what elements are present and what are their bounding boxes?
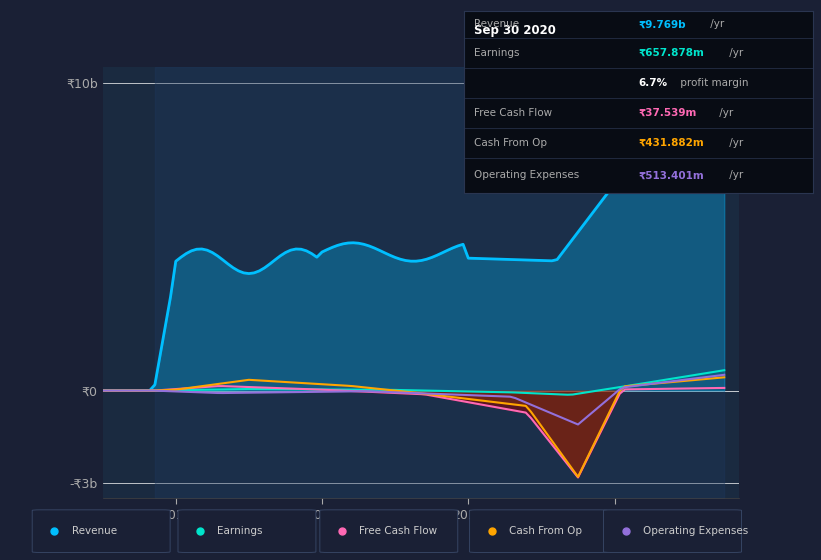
Text: /yr: /yr (727, 48, 744, 58)
Text: ₹657.878m: ₹657.878m (639, 48, 704, 58)
Text: ₹37.539m: ₹37.539m (639, 108, 697, 118)
FancyBboxPatch shape (320, 510, 458, 552)
Text: Earnings: Earnings (475, 48, 520, 58)
Text: 6.7%: 6.7% (639, 78, 667, 87)
Text: /yr: /yr (717, 108, 734, 118)
Text: Revenue: Revenue (475, 20, 520, 29)
FancyBboxPatch shape (178, 510, 316, 552)
Text: Earnings: Earnings (218, 526, 263, 535)
FancyBboxPatch shape (603, 510, 741, 552)
Text: /yr: /yr (707, 20, 724, 29)
Text: Operating Expenses: Operating Expenses (475, 170, 580, 180)
Text: profit margin: profit margin (677, 78, 749, 87)
Text: ₹431.882m: ₹431.882m (639, 138, 704, 148)
Text: /yr: /yr (727, 138, 744, 148)
Text: Free Cash Flow: Free Cash Flow (360, 526, 438, 535)
Text: Revenue: Revenue (71, 526, 117, 535)
Text: ₹9.769b: ₹9.769b (639, 20, 686, 29)
Text: ₹513.401m: ₹513.401m (639, 170, 704, 180)
FancyBboxPatch shape (32, 510, 170, 552)
Text: Cash From Op: Cash From Op (475, 138, 548, 148)
FancyBboxPatch shape (470, 510, 608, 552)
Text: Sep 30 2020: Sep 30 2020 (475, 24, 556, 37)
Text: /yr: /yr (727, 170, 744, 180)
Text: Free Cash Flow: Free Cash Flow (475, 108, 553, 118)
Text: Operating Expenses: Operating Expenses (643, 526, 748, 535)
Text: Cash From Op: Cash From Op (509, 526, 582, 535)
